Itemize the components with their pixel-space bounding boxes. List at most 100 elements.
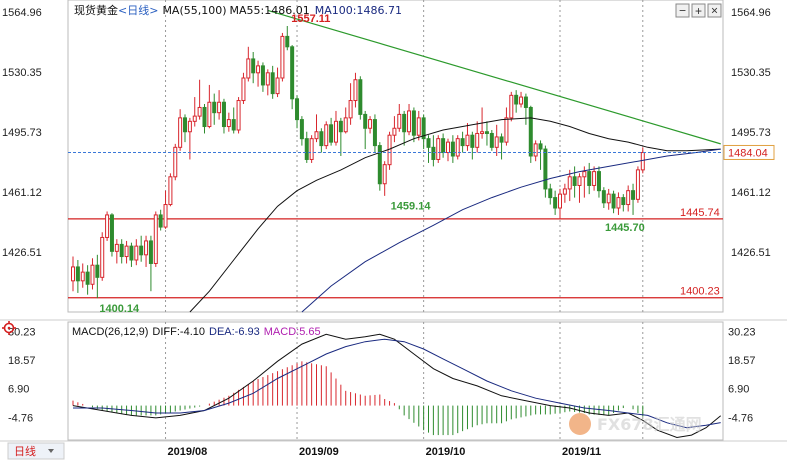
candle-body (504, 117, 509, 143)
candle-body (329, 124, 334, 143)
candle-body (455, 138, 460, 157)
macd-diff-label: DIFF:-4.10 (152, 326, 205, 338)
period-label: <日线> (118, 3, 158, 17)
price-tick-left: 1530.35 (2, 67, 42, 79)
candle-body (212, 101, 217, 114)
price-tick-right: 1564.96 (731, 7, 771, 19)
price-tick-left: 1564.96 (2, 7, 42, 19)
ma100-label: MA100:1486.71 (315, 4, 402, 17)
candle-body (256, 65, 261, 74)
candle-body (368, 119, 373, 129)
candle-body (153, 214, 158, 264)
instrument-name: 现货黄金 (74, 3, 118, 17)
candle-body (431, 146, 436, 160)
candle-body (333, 120, 338, 143)
macd-histogram (72, 361, 644, 436)
candle-body (411, 110, 416, 136)
candle-body (601, 190, 606, 204)
zoom-out-button[interactable]: − (675, 3, 690, 18)
candle-body (470, 134, 475, 148)
candle-body (275, 77, 280, 95)
candle-body (338, 120, 343, 133)
candle-body (465, 134, 470, 147)
candle-body (226, 119, 231, 128)
price-annotation: 1459.14 (391, 201, 432, 213)
close-button[interactable]: × (707, 3, 722, 18)
candle-body (95, 264, 100, 278)
price-annotation: 1445.70 (605, 222, 645, 234)
candle-body (163, 204, 168, 228)
watermark-logo-icon (569, 413, 591, 435)
candle-body (119, 243, 124, 258)
macd-value-label: MACD:5.65 (264, 326, 321, 338)
settings-gear-icon[interactable] (2, 321, 16, 335)
candle-body (299, 119, 304, 140)
candle-body (251, 58, 256, 74)
zoom-in-icon: + (695, 4, 702, 18)
candle-body (187, 120, 192, 133)
macd-lines (72, 333, 722, 439)
candle-body (587, 171, 592, 186)
candle-body (509, 94, 514, 119)
candle-body (348, 100, 353, 119)
candle-body (207, 101, 212, 128)
watermark: FX678汇通网 (569, 413, 702, 435)
period-tab-daily[interactable]: 日线 (7, 442, 65, 460)
candle-body (202, 106, 207, 128)
date-label: 2019/11 (562, 446, 601, 458)
macd-legend: MACD(26,12,9) DIFF:-4.10 DEA:-6.93 MACD:5.6… (72, 326, 321, 338)
price-tick-left: 1426.51 (2, 247, 42, 259)
candle-body (611, 193, 616, 209)
macd-tick-right: -4.76 (728, 412, 753, 424)
ma100-line (301, 148, 721, 313)
candle-body (114, 243, 119, 252)
macd-tick-left: 18.57 (8, 355, 36, 367)
trendline (267, 9, 721, 145)
candle-body (635, 169, 640, 200)
candle-body (621, 197, 626, 206)
zoom-in-button[interactable]: + (691, 3, 706, 18)
watermark-text: FX678汇通网 (597, 415, 702, 434)
support-line-label: 1400.23 (680, 286, 720, 298)
candle-body (183, 117, 188, 133)
chevron-down-icon (48, 449, 54, 453)
candle-body (499, 136, 504, 143)
macd-tick-left: -4.76 (8, 412, 33, 424)
macd-tick-right: 18.57 (728, 355, 756, 367)
price-tick-right: 1426.51 (731, 247, 771, 259)
candle-body (441, 138, 446, 154)
candle-body (538, 143, 543, 150)
price-tick-right: 1495.73 (731, 127, 771, 139)
price-annotation: 1557.11 (291, 13, 330, 25)
candle-body (358, 79, 363, 115)
price-panel-frame (67, 0, 724, 313)
candle-body (484, 131, 489, 134)
candle-body (217, 101, 222, 114)
candle-body (377, 145, 382, 185)
zoom-out-icon: − (679, 4, 686, 18)
candle-body (533, 143, 538, 157)
macd-diff-line (72, 333, 722, 439)
candle-body (475, 132, 480, 148)
candle-body (416, 117, 421, 136)
candle-body (246, 58, 251, 79)
candle-body (460, 138, 465, 147)
moving-averages (189, 117, 721, 313)
candle-body (480, 131, 485, 134)
price-tick-right: 1461.12 (731, 187, 771, 199)
candle-body (178, 117, 183, 148)
candle-body (260, 65, 265, 86)
candle-body (445, 141, 450, 154)
downtrend-line (267, 9, 721, 145)
price-annotation: 1400.14 (99, 303, 140, 315)
candle-body (304, 138, 309, 160)
candle-body (80, 271, 85, 282)
candle-body (372, 119, 377, 147)
candle-body (124, 245, 129, 258)
candle-body (158, 214, 163, 228)
candle-body (280, 35, 285, 79)
date-label: 2019/09 (299, 446, 339, 458)
price-tick-left: 1495.73 (2, 127, 42, 139)
candle-body (90, 264, 95, 285)
